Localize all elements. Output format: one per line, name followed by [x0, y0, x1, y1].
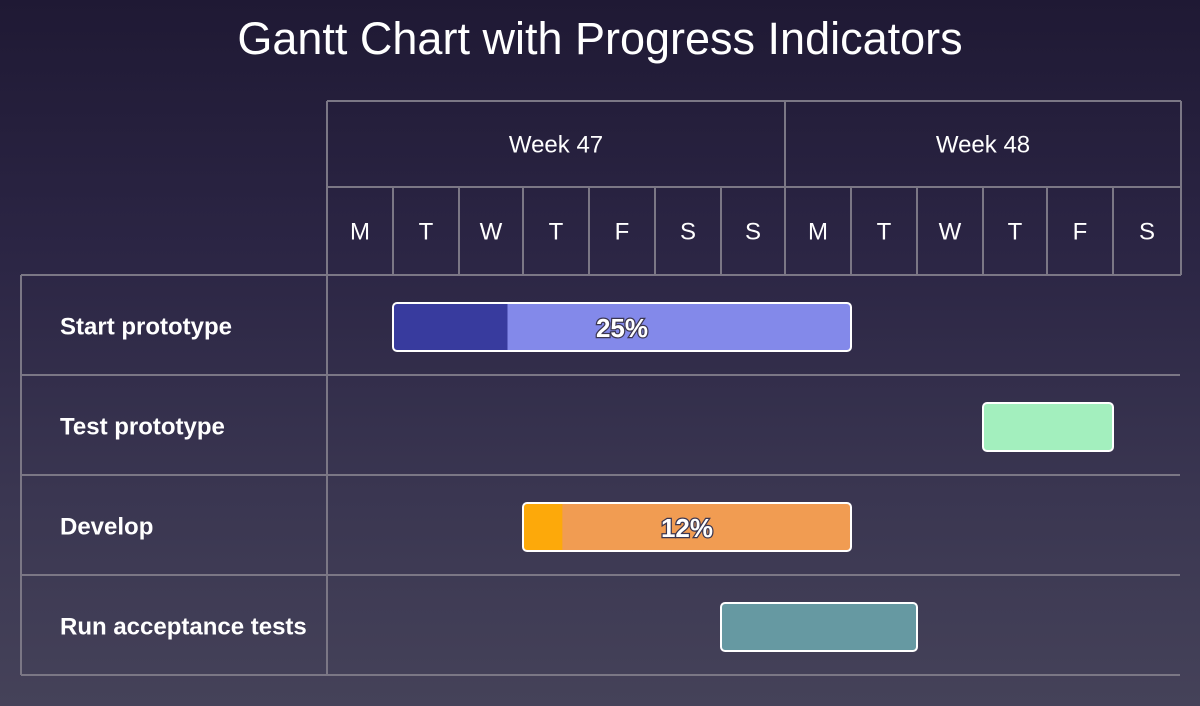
task-progress-fill: [393, 303, 508, 351]
task-bar[interactable]: 25%: [392, 302, 852, 352]
day-label: M: [350, 219, 370, 246]
task-labels: Start prototype Test prototype Develop Run …: [60, 314, 307, 641]
chart-title: Gantt Chart with Progress Indicators: [237, 13, 963, 64]
task-label: Develop: [60, 514, 153, 541]
task-bars: 25% 12%: [392, 302, 1114, 652]
day-label: F: [615, 219, 630, 246]
task-bar-fill: [721, 603, 917, 651]
task-bar[interactable]: 12%: [522, 502, 852, 552]
task-bar-outline: [982, 402, 1114, 452]
day-label: W: [480, 219, 503, 246]
day-label: T: [419, 219, 434, 246]
day-label: M: [808, 219, 828, 246]
day-label: T: [549, 219, 564, 246]
task-bar-fill: [983, 403, 1113, 451]
grid-lines: [20, 100, 1182, 676]
day-label: S: [745, 219, 761, 246]
day-label: F: [1073, 219, 1088, 246]
task-bar-fill: [523, 503, 851, 551]
timeline-header: Week 47 Week 48 M T W T F S S M T W T F S: [350, 132, 1155, 246]
task-progress-label: 12%: [661, 513, 713, 543]
task-progress-label: 25%: [596, 313, 648, 343]
task-bar-outline: [392, 302, 852, 352]
day-label: T: [1008, 219, 1023, 246]
day-label: T: [877, 219, 892, 246]
task-label: Run acceptance tests: [60, 614, 307, 641]
task-progress-fill: [523, 503, 563, 551]
week-label: Week 47: [509, 132, 603, 159]
task-bar-outline: [720, 602, 918, 652]
day-label: S: [680, 219, 696, 246]
task-bar-outline: [522, 502, 852, 552]
task-label: Test prototype: [60, 414, 225, 441]
day-label: W: [939, 219, 962, 246]
week-label: Week 48: [936, 132, 1030, 159]
task-bar[interactable]: [982, 402, 1114, 452]
day-label: S: [1139, 219, 1155, 246]
task-label: Start prototype: [60, 314, 232, 341]
task-bar[interactable]: [720, 602, 918, 652]
